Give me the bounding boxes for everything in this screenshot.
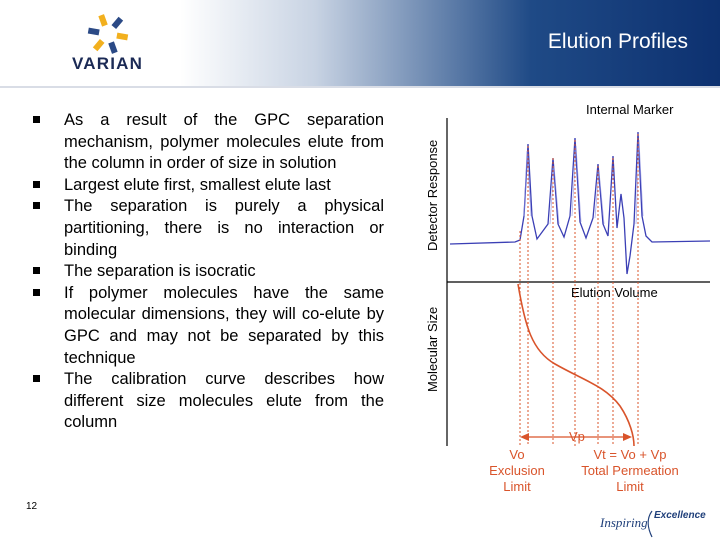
header-divider <box>0 86 720 88</box>
detector-response-label: Detector Response <box>425 140 440 251</box>
vt-limit-label: Limit <box>616 479 644 494</box>
dotted-guides <box>519 134 639 446</box>
header-gradient <box>180 0 720 86</box>
vo-limit-label: Limit <box>503 479 531 494</box>
bullet-item: If polymer molecules have the same molec… <box>32 283 384 369</box>
detector-trace <box>449 131 711 275</box>
logo-text: VARIAN <box>72 54 144 73</box>
vt-permeation-label: Total Permeation <box>581 463 679 478</box>
internal-marker-label: Internal Marker <box>586 102 674 117</box>
brand-word-excellence: Excellence <box>654 510 706 521</box>
calibration-curve <box>517 283 635 447</box>
header-band <box>0 0 720 90</box>
elution-figure: Detector Response Molecular Size Interna… <box>425 102 711 494</box>
page-number: 12 <box>26 501 38 512</box>
vo-label: Vo <box>509 447 524 462</box>
elution-volume-label: Elution Volume <box>571 285 658 300</box>
bullet-item: The separation is purely a physical part… <box>32 196 384 261</box>
bullet-item: The separation is isocratic <box>32 261 384 283</box>
bullet-item: The calibration curve describes how diff… <box>32 369 384 434</box>
slide-title: Elution Profiles <box>547 30 688 53</box>
vp-label: Vp <box>569 429 585 444</box>
bullet-item: Largest elute first, smallest elute last <box>32 175 384 197</box>
varian-logo-icon <box>87 14 129 54</box>
brand-word-inspiring: Inspiring <box>599 515 648 530</box>
vt-label: Vt = Vo + Vp <box>594 447 667 462</box>
vo-exclusion-label: Exclusion <box>489 463 545 478</box>
bullet-list: As a result of the GPC separation mechan… <box>32 110 384 434</box>
inspiring-excellence-logo: Inspiring Excellence <box>599 510 706 538</box>
molecular-size-label: Molecular Size <box>425 307 440 392</box>
bullet-item: As a result of the GPC separation mechan… <box>32 110 384 175</box>
